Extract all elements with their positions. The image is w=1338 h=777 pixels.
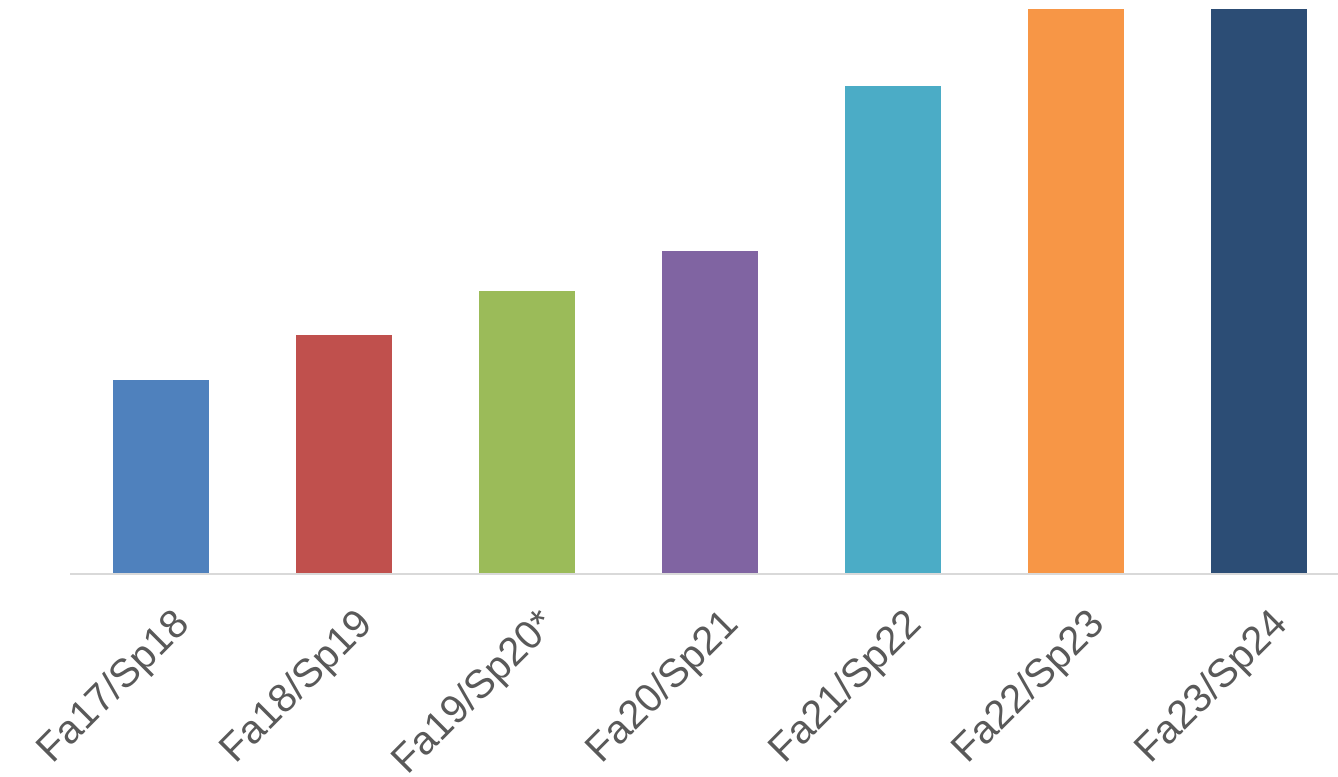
bar-fa17-sp18 [113,380,209,574]
x-tick-label: Fa17/Sp18 [28,601,197,770]
bars-group [113,9,1307,574]
bar-fa20-sp21 [662,251,758,574]
bar-fa18-sp19 [296,335,392,574]
x-tick-label: Fa19/Sp20* [383,601,564,777]
bar-fa23-sp24 [1211,9,1307,574]
x-tick-label: Fa18/Sp19 [211,601,380,770]
bar-fa19-sp20 [479,291,575,574]
tick-labels-group: Fa17/Sp18 Fa18/Sp19 Fa19/Sp20* Fa20/Sp21 Fa2… [28,601,1295,777]
bar-fa21-sp22 [845,86,941,574]
x-tick-label: Fa23/Sp24 [1126,601,1295,770]
x-tick-label: Fa22/Sp23 [943,601,1112,770]
bar-fa22-sp23 [1028,9,1124,574]
x-tick-label: Fa21/Sp22 [760,601,929,770]
x-tick-label: Fa20/Sp21 [577,601,746,770]
